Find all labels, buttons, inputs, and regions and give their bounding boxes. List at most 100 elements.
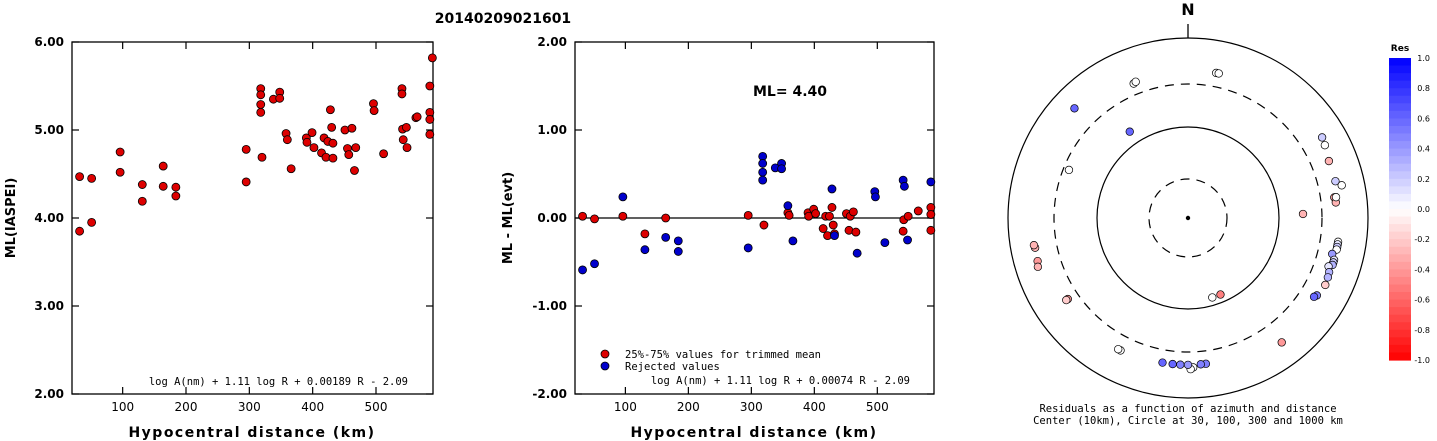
data-point bbox=[788, 236, 798, 246]
data-point bbox=[344, 150, 354, 160]
azimuth-residual-map: N Residuals as a function of azimuth and… bbox=[1007, 0, 1430, 427]
data-point bbox=[926, 177, 936, 187]
ring-10km bbox=[1148, 178, 1228, 258]
legend-marker-rejected bbox=[600, 361, 610, 371]
data-point bbox=[307, 128, 317, 138]
station-residual-point bbox=[1331, 177, 1340, 186]
y-tick-label: -1.00 bbox=[532, 299, 567, 313]
colorbar-segment bbox=[1389, 307, 1411, 316]
data-point bbox=[286, 164, 296, 174]
data-point bbox=[327, 122, 337, 132]
station-residual-point bbox=[1062, 295, 1071, 305]
x-tick-label: 100 bbox=[111, 400, 134, 414]
station-residual-point bbox=[1070, 104, 1079, 113]
station-residual-point bbox=[1320, 141, 1330, 150]
data-point bbox=[827, 184, 837, 194]
station-residual-point bbox=[1214, 69, 1223, 78]
x-tick-label: 200 bbox=[175, 400, 198, 414]
data-point bbox=[758, 167, 768, 177]
x-tick-label: 300 bbox=[238, 400, 261, 414]
colorbar-segment bbox=[1389, 110, 1411, 119]
figure-title: 20140209021601 bbox=[435, 11, 571, 27]
distance-rings bbox=[1007, 37, 1369, 399]
data-point bbox=[75, 172, 84, 182]
colorbar-segment bbox=[1389, 156, 1411, 165]
y-tick-label: 3.00 bbox=[34, 299, 64, 313]
colorbar-segment bbox=[1389, 344, 1411, 354]
colorbar-segment bbox=[1389, 352, 1411, 361]
data-point bbox=[830, 231, 839, 241]
colorbar-tick-label: 0.6 bbox=[1417, 114, 1430, 123]
data-point bbox=[899, 181, 909, 191]
colorbar-segment bbox=[1389, 299, 1411, 308]
data-point bbox=[811, 209, 820, 219]
y-tick-label: 4.00 bbox=[34, 211, 64, 225]
legend: 25%-75% values for trimmed mean Rejected… bbox=[600, 349, 821, 373]
station-residual-point bbox=[1033, 262, 1043, 271]
colorbar-tick-label: -1.0 bbox=[1414, 356, 1430, 365]
data-point bbox=[241, 144, 251, 154]
caption-line-2: Center (10km), Circle at 30, 100, 300 an… bbox=[1033, 415, 1343, 427]
colorbar-segment bbox=[1389, 95, 1411, 104]
colorbar-segment bbox=[1389, 88, 1411, 97]
data-point bbox=[871, 192, 880, 202]
colorbar-segment bbox=[1389, 284, 1411, 293]
x-tick-label: 100 bbox=[614, 400, 637, 414]
colorbar-segment bbox=[1389, 103, 1411, 112]
data-point bbox=[401, 122, 411, 132]
data-point bbox=[171, 182, 181, 192]
station-residual-point bbox=[1317, 133, 1327, 142]
colorbar-tick-label: 1.0 bbox=[1417, 54, 1430, 63]
data-point bbox=[115, 167, 125, 177]
data-point bbox=[87, 217, 97, 227]
colorbar-segment bbox=[1389, 239, 1411, 248]
y-tick-label: 2.00 bbox=[34, 387, 64, 401]
data-point bbox=[640, 245, 650, 255]
data-point bbox=[758, 159, 768, 168]
station-residual-point bbox=[1183, 360, 1193, 370]
data-point bbox=[783, 201, 793, 211]
data-point bbox=[827, 203, 837, 212]
data-point bbox=[673, 236, 683, 246]
colorbar-segment bbox=[1389, 231, 1411, 240]
y-axis-label: ML - ML(evt) bbox=[501, 172, 516, 264]
colorbar-tick-label: 0.2 bbox=[1417, 175, 1430, 184]
data-point bbox=[903, 235, 912, 245]
colorbar-tick-label: -0.8 bbox=[1414, 326, 1430, 335]
colorbar-segment bbox=[1389, 314, 1411, 323]
data-point bbox=[158, 161, 168, 171]
data-point bbox=[673, 247, 683, 256]
data-point bbox=[328, 138, 338, 148]
station-residual-point bbox=[1331, 193, 1341, 202]
colorbar-segment bbox=[1389, 73, 1411, 82]
data-point bbox=[379, 149, 389, 159]
ml-vs-distance-chart: ML(IASPEI) Hypocentral distance (km) log… bbox=[4, 35, 437, 441]
x-axis-label: Hypocentral distance (km) bbox=[630, 425, 877, 441]
colorbar-segment bbox=[1389, 141, 1411, 150]
data-point bbox=[158, 181, 168, 191]
data-point bbox=[257, 152, 267, 162]
residual-vs-distance-chart: ML - ML(evt) Hypocentral distance (km) M… bbox=[501, 35, 936, 441]
colorbar-tick-label: -0.2 bbox=[1414, 235, 1430, 244]
colorbar-segment bbox=[1389, 216, 1411, 225]
y-tick-label: -2.00 bbox=[532, 387, 567, 401]
data-point bbox=[256, 100, 266, 109]
data-point bbox=[828, 220, 838, 230]
y-tick-label: 0.00 bbox=[537, 211, 567, 225]
data-point bbox=[825, 211, 834, 221]
data-point bbox=[758, 175, 768, 185]
station-residual-point bbox=[1298, 209, 1308, 219]
data-point bbox=[590, 214, 599, 224]
data-point bbox=[282, 135, 292, 145]
data-point bbox=[618, 192, 628, 202]
data-point bbox=[661, 232, 671, 242]
data-point bbox=[350, 166, 359, 175]
data-point bbox=[903, 211, 913, 221]
data-point bbox=[328, 153, 338, 163]
station-residual-point bbox=[1029, 241, 1039, 250]
data-point bbox=[852, 248, 862, 258]
data-point bbox=[397, 89, 407, 99]
colorbar-segment bbox=[1389, 322, 1411, 331]
colorbar-tick-label: 0.8 bbox=[1417, 84, 1430, 93]
